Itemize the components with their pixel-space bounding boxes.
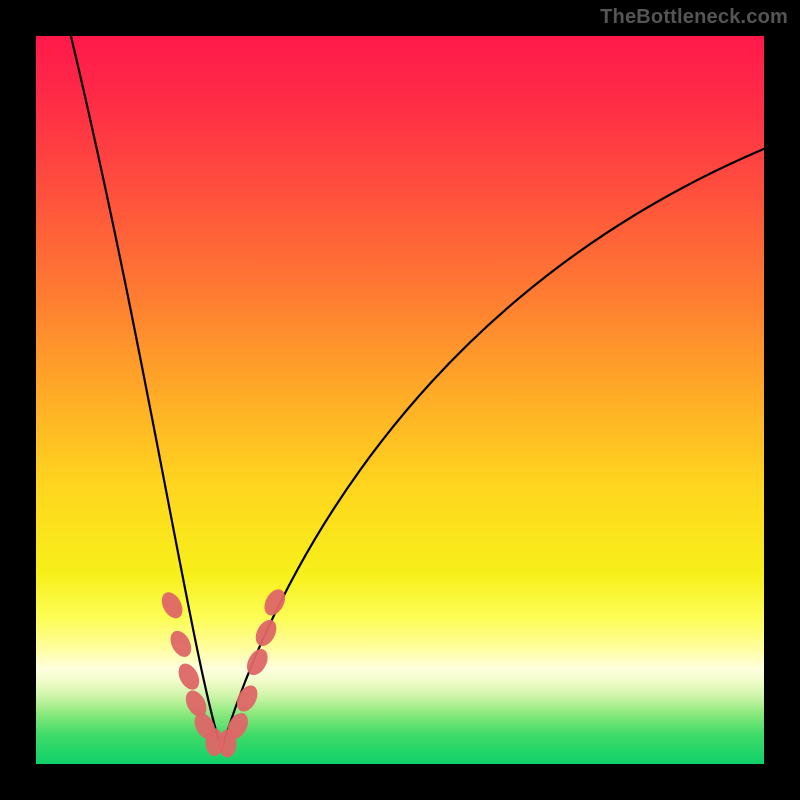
bottleneck-chart bbox=[0, 0, 800, 800]
watermark-text: TheBottleneck.com bbox=[600, 6, 788, 29]
chart-container: TheBottleneck.com bbox=[0, 0, 800, 800]
chart-background-gradient bbox=[36, 36, 764, 764]
